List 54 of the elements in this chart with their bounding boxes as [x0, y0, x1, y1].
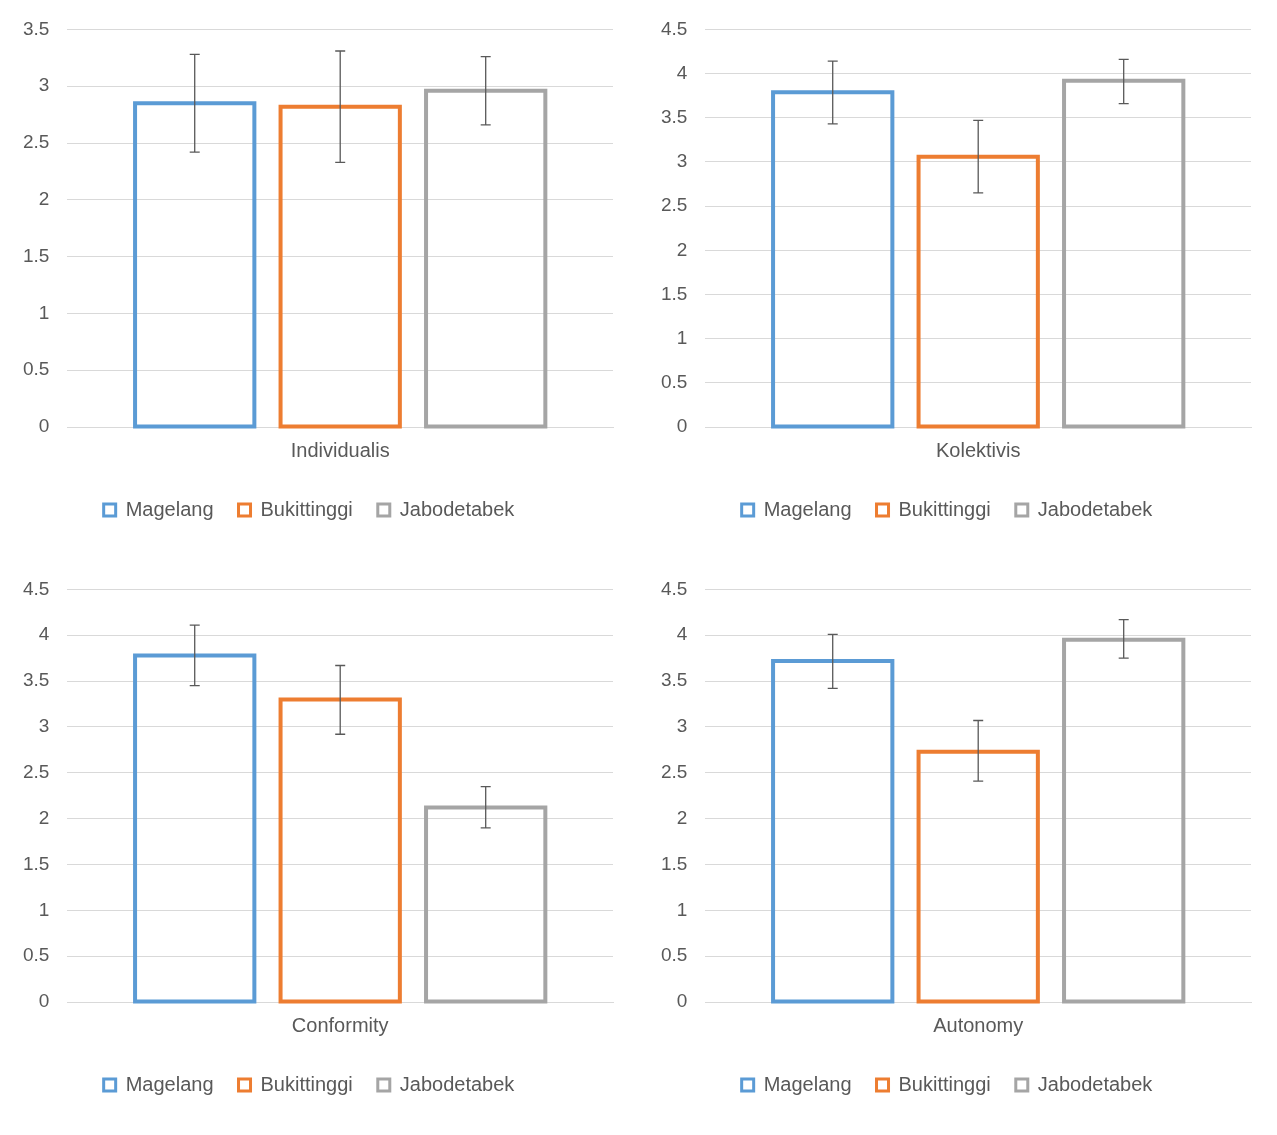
- legend-label: Jabodetabek: [399, 497, 516, 520]
- y-tick-label: 0: [676, 990, 688, 1012]
- legend-label: Magelang: [125, 497, 214, 520]
- y-tick-label: 4.5: [660, 17, 688, 39]
- y-tick-label: 4.5: [660, 577, 688, 599]
- y-tick-label: 2: [676, 806, 688, 828]
- y-tick-label: 0: [676, 415, 688, 437]
- x-tick-label: Individualis: [290, 438, 390, 461]
- y-tick-label: 3: [38, 715, 50, 737]
- y-tick-label: 0: [38, 415, 50, 437]
- legend-label: Magelang: [763, 1072, 852, 1095]
- y-tick-label: 3.5: [22, 669, 50, 691]
- y-tick-label: 0.5: [22, 358, 50, 380]
- y-tick-label: 1.5: [22, 244, 50, 266]
- y-tick-label: 2.5: [660, 194, 688, 216]
- y-tick-label: 1.5: [660, 852, 688, 874]
- y-tick-label: 3.5: [660, 105, 688, 127]
- y-tick-label: 2.5: [660, 761, 688, 783]
- legend-label: Bukittinggi: [260, 1072, 353, 1095]
- y-tick-label: 2: [676, 238, 688, 260]
- legend-label: Jabodetabek: [399, 1072, 516, 1095]
- y-tick-label: 1: [676, 326, 688, 348]
- y-tick-label: 4: [676, 623, 688, 645]
- y-tick-label: 3: [676, 715, 688, 737]
- y-tick-label: 4: [676, 61, 688, 83]
- legend-label: Jabodetabek: [1037, 497, 1154, 520]
- y-tick-label: 2.5: [22, 131, 50, 153]
- y-tick-label: 1: [38, 898, 50, 920]
- y-tick-label: 2.5: [22, 761, 50, 783]
- legend-label: Bukittinggi: [898, 1072, 991, 1095]
- y-tick-label: 3.5: [22, 17, 50, 39]
- y-tick-label: 3: [676, 150, 688, 172]
- y-tick-label: 0: [38, 990, 50, 1012]
- legend-label: Magelang: [125, 1072, 214, 1095]
- x-tick-label: Conformity: [291, 1013, 389, 1036]
- legend-label: Bukittinggi: [898, 497, 991, 520]
- y-tick-label: 0.5: [660, 371, 688, 393]
- y-tick-label: 3: [38, 74, 50, 96]
- y-tick-label: 4.5: [22, 577, 50, 599]
- x-tick-label: Kolektivis: [935, 438, 1021, 461]
- y-tick-label: 1: [676, 898, 688, 920]
- y-tick-label: 1: [38, 301, 50, 323]
- y-tick-label: 2: [38, 188, 50, 210]
- y-tick-label: 3.5: [660, 669, 688, 691]
- legend-label: Jabodetabek: [1037, 1072, 1154, 1095]
- y-tick-label: 1.5: [660, 282, 688, 304]
- y-tick-label: 1.5: [22, 852, 50, 874]
- y-tick-label: 0.5: [22, 944, 50, 966]
- y-tick-label: 0.5: [660, 944, 688, 966]
- y-tick-label: 4: [38, 623, 50, 645]
- x-tick-label: Autonomy: [933, 1013, 1024, 1036]
- legend-label: Magelang: [763, 497, 852, 520]
- legend-label: Bukittinggi: [260, 497, 353, 520]
- y-tick-label: 2: [38, 806, 50, 828]
